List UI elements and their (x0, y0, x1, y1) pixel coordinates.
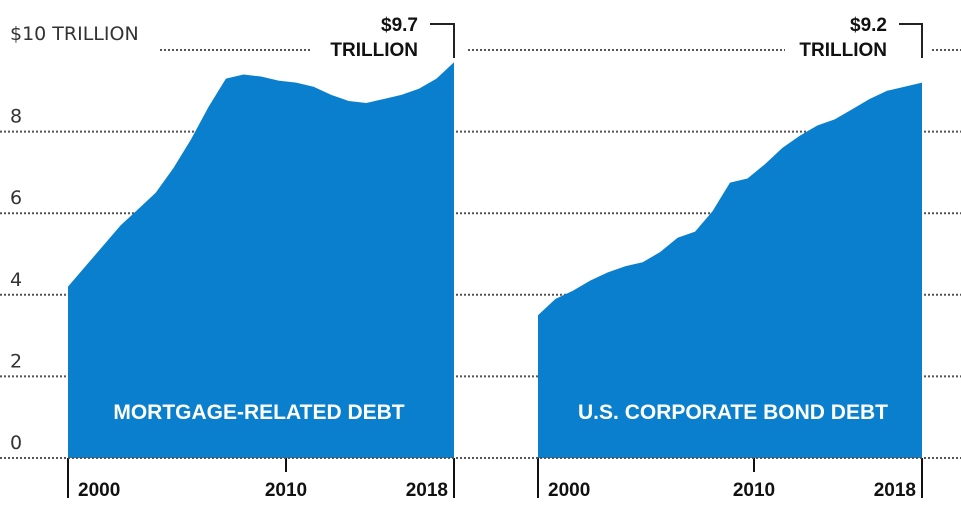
area-series-mortgage-related-debt (68, 62, 454, 458)
series-label: U.S. CORPORATE BOND DEBT (578, 401, 888, 424)
end-value-label: $9.7 (381, 15, 418, 36)
x-tick-label-2000: 2000 (78, 480, 120, 501)
series-label: MORTGAGE-RELATED DEBT (113, 401, 404, 424)
y-tick-label-2: 2 (10, 350, 22, 372)
end-value-bracket (899, 23, 923, 58)
x-tick-label-2000: 2000 (548, 480, 590, 501)
y-tick-label-0: 0 (10, 432, 22, 454)
x-tick-label-2018: 2018 (874, 480, 916, 501)
x-tick-label-2018: 2018 (406, 480, 448, 501)
y-tick-label-8: 8 (10, 106, 22, 128)
end-value-unit: TRILLION (799, 40, 887, 61)
area-series-corporate-bond-debt (538, 82, 922, 458)
end-value-label: $9.2 (850, 15, 887, 36)
end-value-unit: TRILLION (330, 40, 418, 61)
x-tick-label-2010: 2010 (265, 480, 307, 501)
x-tick-label-2010: 2010 (733, 480, 775, 501)
y-tick-label-4: 4 (10, 269, 22, 291)
y-tick-label-10: $10 TRILLION (10, 23, 139, 45)
end-value-bracket (430, 23, 455, 58)
y-tick-label-6: 6 (10, 187, 22, 209)
